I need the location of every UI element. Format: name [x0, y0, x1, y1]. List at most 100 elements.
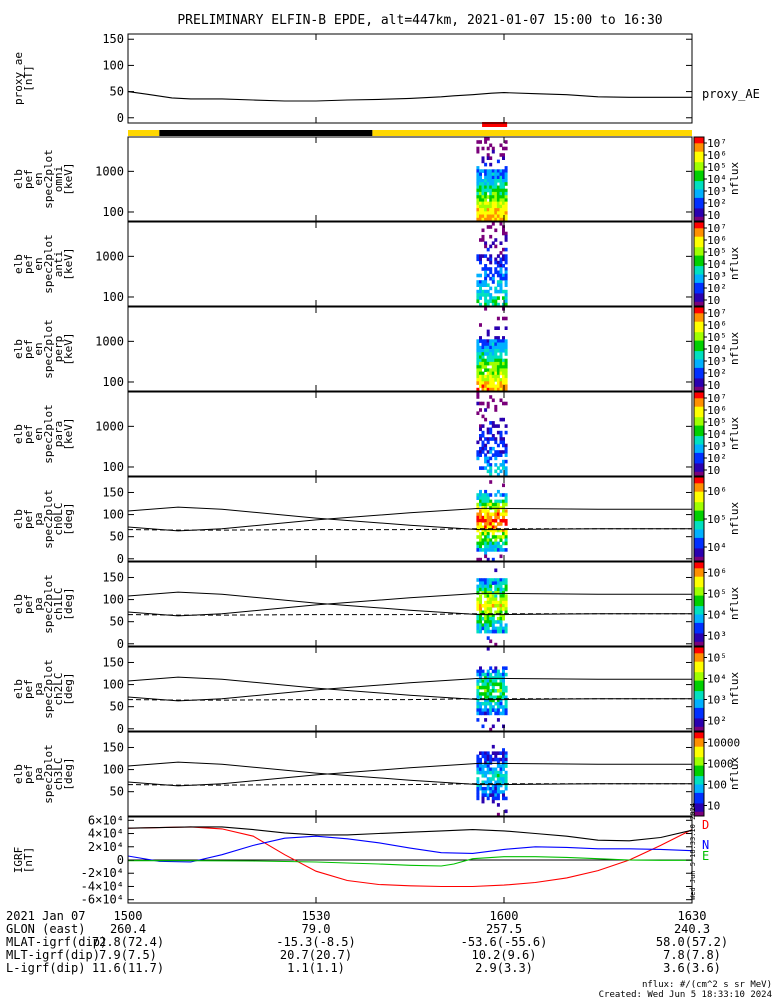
heatmap-cell	[494, 378, 498, 382]
colorbar-segment	[694, 410, 704, 414]
heatmap-cell	[504, 459, 508, 464]
heatmap-cell	[491, 437, 495, 441]
heatmap-cell	[502, 316, 505, 321]
colorbar-segment	[694, 562, 704, 565]
heatmap-cell	[479, 626, 482, 631]
heatmap-cell	[476, 770, 480, 775]
heatmap-cell	[481, 185, 485, 190]
heatmap-cell	[484, 493, 488, 497]
colorbar-segment	[694, 672, 704, 675]
heatmap-cell	[479, 496, 482, 500]
heatmap-cell	[489, 727, 493, 732]
panel-frame	[127, 136, 693, 222]
heatmap-cell	[484, 384, 488, 389]
colorbar-segment	[694, 769, 704, 773]
heatmap-cell	[484, 198, 488, 202]
heatmap-cell	[496, 345, 500, 350]
heatmap-cell	[502, 616, 505, 621]
heatmap-cell	[479, 179, 482, 183]
heatmap-cell	[484, 179, 488, 183]
panel-frame	[127, 476, 693, 562]
heatmap-cell	[494, 581, 498, 585]
colorbar-tick-label: 10³	[707, 355, 727, 368]
heatmap-cell	[476, 355, 480, 360]
panel-en_omni: 1010²10³10⁴10⁵10⁶10⁷nflux1001000elbpefen…	[12, 136, 741, 222]
heatmap-cell	[494, 368, 498, 372]
heatmap-cell	[499, 607, 503, 611]
heatmap-cell	[476, 453, 480, 457]
heatmap-cell	[491, 214, 495, 219]
heatmap-cell	[494, 708, 498, 712]
heatmap-cell	[486, 195, 490, 199]
heatmap-cell	[479, 672, 482, 677]
heatmap-cell	[476, 519, 480, 523]
heatmap-cell	[499, 280, 503, 284]
heatmap-cell	[491, 799, 495, 804]
ephemeris-value: 1630	[678, 909, 707, 923]
heatmap-cell	[476, 623, 480, 627]
colorbar-segment	[694, 485, 704, 488]
heatmap-cell	[489, 761, 493, 765]
heatmap-cell	[489, 597, 493, 602]
heatmap-cell	[504, 166, 508, 170]
heatmap-cell	[491, 241, 495, 245]
y-tick-label: -4×10⁴	[81, 879, 124, 893]
y-axis-label-line: [deg]	[62, 757, 75, 790]
heatmap-cell	[486, 708, 490, 712]
heatmap-cell	[486, 620, 490, 624]
y-axis-label-line: pef	[22, 254, 35, 274]
heatmap-cell	[479, 587, 482, 592]
heatmap-cell	[481, 238, 485, 242]
y-axis-label-line: ch2LC	[52, 672, 65, 705]
y-tick-label: 1000	[95, 419, 124, 433]
heatmap-cell	[504, 528, 508, 533]
heatmap-cell	[486, 581, 490, 585]
heatmap-cell	[484, 502, 488, 507]
heatmap-cell	[502, 349, 505, 353]
heatmap-cell	[484, 751, 488, 755]
loss-cone-line	[127, 762, 692, 787]
heatmap-cell	[489, 437, 493, 441]
colorbar-segment	[694, 676, 704, 679]
heatmap-cell	[504, 594, 508, 598]
heatmap-cell	[479, 349, 482, 353]
colorbar-segment	[694, 195, 704, 199]
heatmap-cell	[476, 711, 480, 716]
ephemeris-row-label: L-igrf(dip)	[6, 961, 85, 975]
heatmap-cell	[481, 528, 485, 533]
y-tick-label: 1000	[95, 164, 124, 178]
heatmap-cell	[496, 283, 500, 287]
heatmap-cell	[486, 179, 490, 183]
colorbar-segment	[694, 604, 704, 607]
colorbar-tick-label: 10²	[707, 367, 727, 380]
heatmap-cell	[484, 718, 488, 722]
footer-units: nflux: #/(cm^2 s sr MeV)	[642, 980, 772, 990]
colorbar-segment	[694, 616, 704, 620]
colorbar-segment	[694, 204, 704, 207]
heatmap-cell	[481, 591, 485, 595]
heatmap-cell	[491, 744, 495, 749]
heatmap-cell	[476, 512, 480, 517]
heatmap-cell	[476, 254, 480, 258]
colorbar-segment	[694, 413, 704, 416]
heatmap-cell	[489, 525, 493, 530]
heatmap-cell	[494, 774, 498, 778]
heatmap-cell	[489, 623, 493, 627]
heatmap-cell	[481, 381, 485, 385]
heatmap-cell	[499, 257, 503, 262]
ephemeris-row-label: MLT-igrf(dip)	[6, 948, 100, 962]
heatmap-cell	[494, 626, 498, 631]
colorbar-segment	[694, 493, 704, 497]
heatmap-cell	[502, 581, 505, 585]
heatmap-cell	[494, 195, 498, 199]
colorbar-segment	[694, 216, 704, 220]
heatmap-cell	[502, 708, 505, 712]
heatmap-cell	[484, 581, 488, 585]
heatmap-cell	[504, 342, 508, 347]
heatmap-cell	[479, 629, 482, 634]
heatmap-cell	[484, 629, 488, 634]
heatmap-cell	[479, 204, 482, 209]
heatmap-cell	[502, 257, 505, 262]
heatmap-cell	[486, 339, 490, 343]
heatmap-cell	[486, 594, 490, 598]
